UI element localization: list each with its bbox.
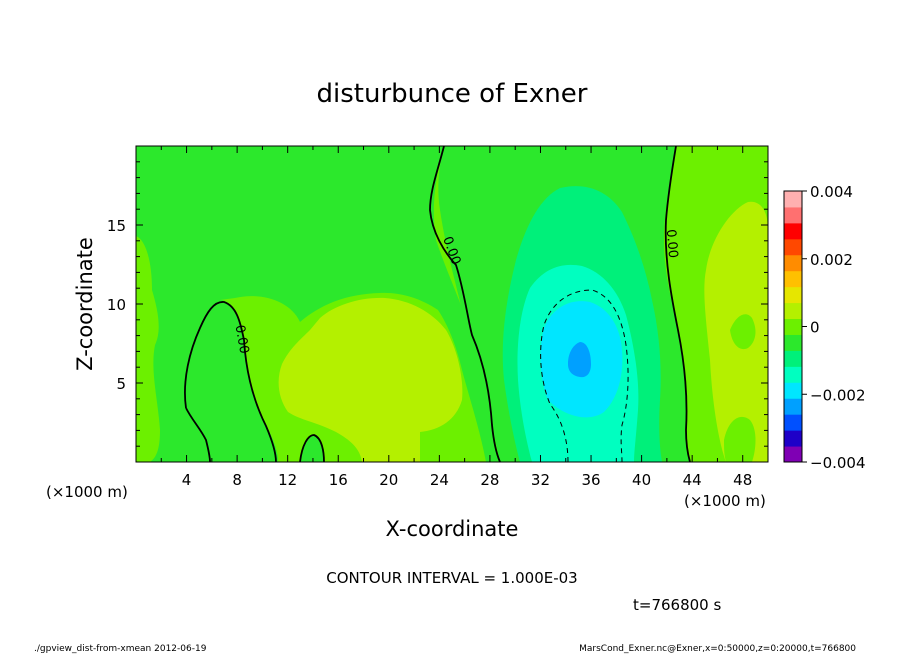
zero-contour-left-lobe-base — [185, 407, 211, 462]
y-tick-label: 5 — [116, 375, 126, 393]
y-axis: 5 10 15 — [107, 161, 768, 447]
colorbar-swatch — [784, 222, 802, 240]
zero-contour-small-lobe — [299, 434, 325, 462]
field-region-left-edge — [136, 236, 160, 462]
x-axis-label: X-coordinate — [386, 517, 519, 541]
footer-left: ./gpview_dist-from-xmean 2012-06-19 — [34, 644, 207, 654]
x-tick-label: 16 — [329, 471, 348, 489]
colorbar-tick-label: −0.002 — [810, 386, 866, 404]
colorbar-swatch — [784, 206, 802, 224]
field-region-center-strong — [278, 297, 463, 462]
colorbar-swatch — [784, 446, 802, 463]
negative-contour-dashed — [540, 289, 629, 462]
colorbar-swatch — [784, 286, 802, 304]
field-region-right-edge-2 — [730, 314, 756, 350]
x-tick-label: 20 — [379, 471, 398, 489]
y-tick-label: 10 — [107, 296, 126, 314]
y-axis-label: Z-coordinate — [73, 237, 97, 371]
x-tick-label: 48 — [733, 471, 752, 489]
x-tick-label: 28 — [480, 471, 499, 489]
colorbar-swatch — [784, 191, 802, 208]
colorbar-swatch — [784, 414, 802, 431]
contour-field — [136, 146, 768, 462]
zero-contour-central — [429, 146, 501, 462]
x-axis-unit-right: (×1000 m) — [684, 492, 766, 510]
colorbar: 0.004 0.002 0 −0.002 −0.004 — [783, 183, 866, 472]
contour-label-right: 0.00 — [663, 229, 680, 259]
colorbar-tick-label: 0.004 — [810, 183, 853, 201]
colorbar-swatch — [784, 398, 802, 415]
colorbar-swatch — [784, 238, 802, 256]
x-tick-label: 44 — [683, 471, 702, 489]
x-axis: 4 8 12 16 20 24 28 32 36 40 44 48 — [160, 146, 752, 489]
field-region-core-4 — [568, 342, 591, 378]
chart-title: disturbunce of Exner — [317, 79, 588, 109]
colorbar-swatch — [784, 334, 802, 351]
footer-right: MarsCond_Exner.nc@Exner,x=0:50000,z=0:20… — [579, 644, 856, 654]
colorbar-swatch — [784, 366, 802, 383]
x-tick-label: 4 — [182, 471, 192, 489]
contour-interval-label: CONTOUR INTERVAL = 1.000E-03 — [326, 569, 577, 587]
colorbar-tick-label: 0 — [810, 319, 820, 337]
x-tick-label: 36 — [581, 471, 600, 489]
y-tick-label: 15 — [107, 217, 126, 235]
zero-contour-right — [664, 146, 691, 462]
time-label: t=766800 s — [633, 596, 721, 614]
field-region-right-edge-3 — [724, 416, 756, 462]
colorbar-tick-label: 0.002 — [810, 251, 853, 269]
x-tick-label: 32 — [531, 471, 550, 489]
colorbar-swatch — [784, 430, 802, 447]
contour-label-left: 0.00 — [232, 324, 252, 355]
x-tick-label: 24 — [430, 471, 449, 489]
colorbar-swatch — [784, 350, 802, 367]
x-axis-unit-left: (×1000 m) — [46, 483, 128, 501]
zero-contour-left-lobe — [184, 301, 277, 462]
colorbar-tick-label: −0.004 — [810, 454, 866, 472]
x-tick-label: 40 — [632, 471, 651, 489]
colorbar-swatch — [784, 382, 802, 399]
colorbar-swatch — [784, 318, 802, 335]
colorbar-swatch — [784, 302, 802, 320]
field-region-left-lobe-negative — [184, 300, 276, 462]
colorbar-swatch — [784, 270, 802, 288]
x-tick-label: 8 — [232, 471, 242, 489]
colorbar-swatch — [784, 254, 802, 272]
x-tick-label: 12 — [278, 471, 297, 489]
